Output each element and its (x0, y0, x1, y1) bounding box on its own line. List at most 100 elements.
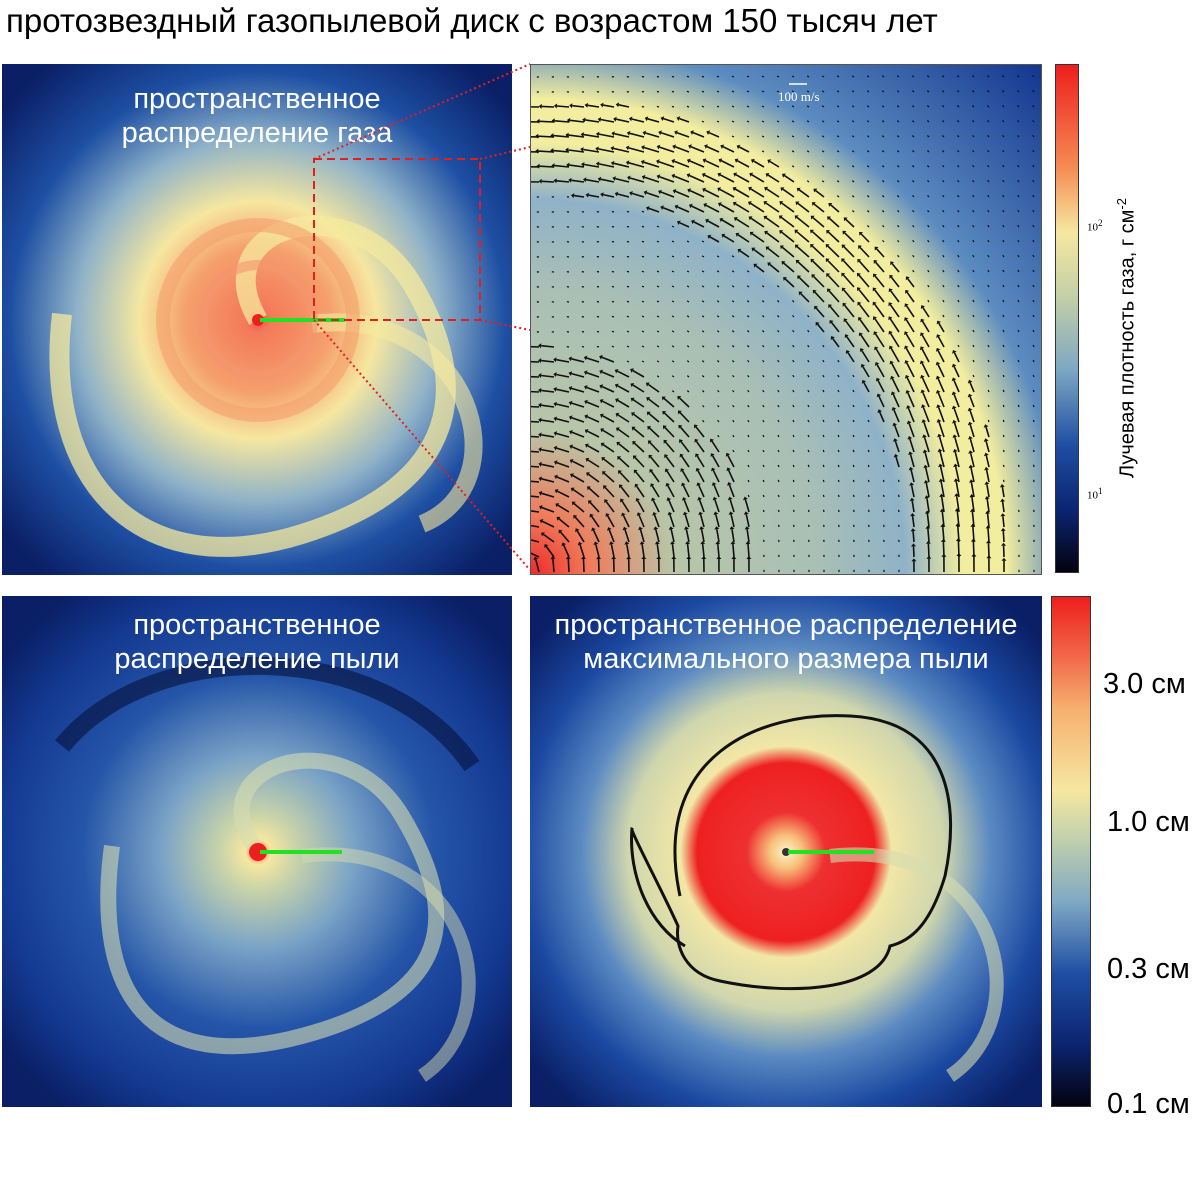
velocity-arrow (882, 464, 885, 468)
velocity-arrow (987, 269, 990, 273)
velocity-arrow (942, 299, 945, 303)
velocity-arrow (806, 75, 810, 78)
velocity-arrow-head (937, 433, 942, 438)
velocity-arrow-head (699, 526, 705, 530)
velocity-arrow-head (858, 332, 863, 337)
velocity-arrow (556, 447, 570, 453)
velocity-arrow-head (648, 440, 652, 445)
velocity-arrow-head (565, 132, 569, 138)
velocity-arrow-head (642, 130, 647, 136)
velocity-arrow (859, 246, 870, 258)
velocity-arrow-head (538, 358, 542, 364)
velocity-arrow-head (969, 494, 975, 498)
velocity-arrow (987, 543, 990, 558)
velocity-arrow (716, 120, 720, 123)
velocity-arrow-head (646, 411, 651, 416)
velocity-arrow-head (953, 463, 959, 468)
velocity-arrow (881, 135, 885, 138)
velocity-arrow (596, 300, 600, 303)
velocity-arrow (617, 370, 630, 378)
velocity-arrow (674, 146, 690, 153)
velocity-arrow (1032, 359, 1035, 363)
velocity-arrow (701, 90, 705, 93)
velocity-arrow (912, 531, 915, 543)
velocity-arrow-head (672, 189, 677, 194)
velocity-arrow-head (701, 556, 707, 559)
velocity-arrow (956, 75, 960, 78)
velocity-arrow (798, 189, 810, 198)
velocity-arrow (938, 322, 945, 333)
velocity-arrow (689, 160, 705, 168)
velocity-arrow (907, 278, 915, 288)
velocity-arrow (806, 150, 810, 153)
velocity-arrow (629, 177, 645, 183)
velocity-arrow-head (695, 453, 700, 458)
velocity-arrow (956, 105, 960, 108)
velocity-arrow (1017, 254, 1020, 258)
velocity-arrow-head (873, 260, 878, 264)
velocity-arrow (851, 75, 855, 78)
velocity-arrow (972, 284, 975, 288)
velocity-arrow (671, 300, 675, 303)
velocity-arrow (1032, 89, 1035, 93)
velocity-arrow (746, 135, 750, 138)
velocity-arrow (747, 449, 750, 453)
velocity-arrow (732, 449, 735, 453)
velocity-arrow (830, 321, 840, 333)
velocity-arrow-head (920, 374, 925, 379)
velocity-arrow (843, 246, 855, 258)
velocity-arrow (690, 145, 705, 153)
velocity-arrow (781, 231, 795, 243)
velocity-arrow (851, 180, 855, 183)
velocity-arrow (643, 146, 660, 153)
velocity-arrow (586, 401, 600, 408)
velocity-arrow-head (936, 334, 941, 338)
velocity-arrow-head (538, 476, 542, 482)
velocity-arrow-head (715, 541, 721, 545)
velocity-arrow (1017, 314, 1020, 318)
size-colorbar-tick-1cm: 1.0 см (1107, 806, 1190, 838)
velocity-arrow (837, 389, 840, 393)
velocity-arrow (732, 419, 735, 423)
velocity-arrow (844, 320, 855, 333)
velocity-arrow-head (749, 172, 754, 177)
velocity-arrow-head (583, 177, 587, 183)
velocity-arrow (796, 216, 810, 228)
velocity-arrow (588, 194, 600, 198)
velocity-arrows (531, 74, 1035, 573)
velocity-arrow (596, 270, 600, 273)
velocity-arrow (602, 444, 615, 453)
velocity-arrow-head (553, 386, 557, 392)
velocity-arrow (747, 374, 750, 378)
velocity-arrow-head (582, 117, 586, 123)
velocity-arrow (875, 348, 885, 363)
velocity-arrow (807, 449, 810, 453)
velocity-arrow-head (634, 483, 639, 488)
velocity-arrow (893, 409, 900, 423)
velocity-arrow-head (678, 424, 683, 429)
velocity-arrow (957, 314, 960, 318)
velocity-arrow (716, 360, 720, 363)
velocity-arrow (1017, 239, 1020, 243)
velocity-arrow (541, 520, 555, 528)
velocity-arrow-head (656, 144, 661, 150)
velocity-arrow (656, 543, 660, 558)
velocity-arrow-head (920, 332, 925, 337)
velocity-arrow (589, 501, 600, 513)
velocity-arrow (985, 469, 990, 483)
velocity-arrow-head (536, 163, 540, 169)
velocity-arrow-head (581, 556, 586, 560)
velocity-arrow (777, 434, 780, 438)
velocity-arrow-head (697, 496, 702, 501)
velocity-arrow (926, 120, 930, 123)
velocity-arrow (927, 284, 930, 288)
velocity-arrow-head (643, 190, 648, 196)
velocity-arrow (859, 319, 870, 333)
velocity-arrow-head (583, 355, 588, 361)
velocity-arrow (626, 270, 630, 273)
velocity-arrow (641, 285, 645, 288)
velocity-arrow (531, 539, 540, 543)
velocity-arrow (941, 105, 945, 108)
velocity-arrow (1017, 194, 1020, 198)
velocity-arrow (1017, 179, 1020, 183)
